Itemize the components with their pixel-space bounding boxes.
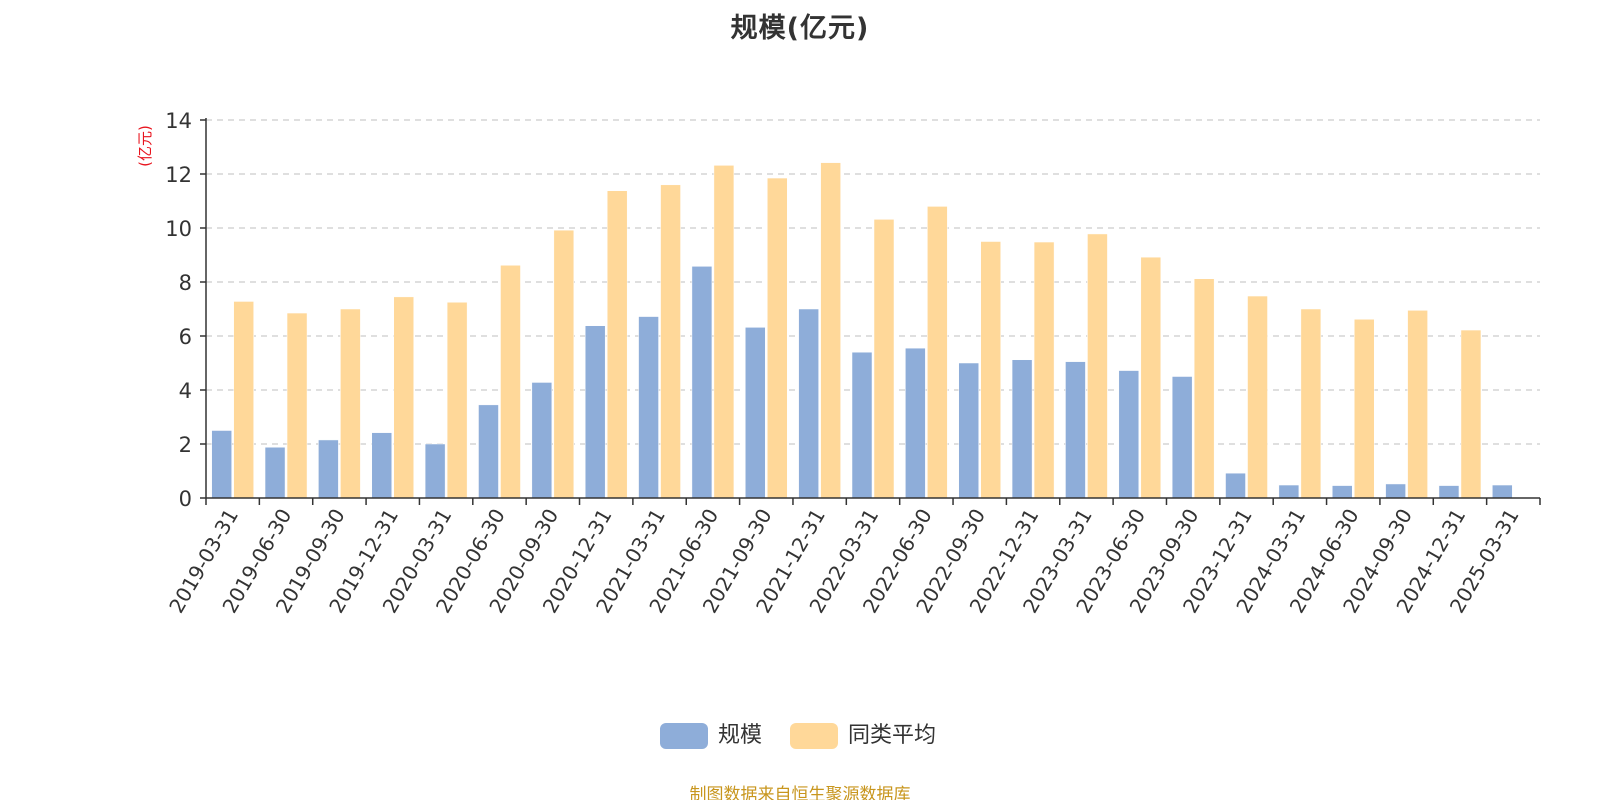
legend-label-peer-average: 同类平均 (848, 723, 937, 748)
y-tick-label: 2 (179, 433, 192, 457)
bar-peer-average (1247, 295, 1268, 499)
bar-peer-average (660, 184, 681, 499)
bar-peer-average (340, 308, 361, 499)
y-tick-label: 6 (179, 325, 192, 349)
bar-scale (318, 439, 339, 499)
legend-swatch-scale (660, 723, 708, 749)
bar-scale (851, 351, 873, 499)
bar-scale (691, 266, 713, 499)
bar-peer-average (1140, 256, 1162, 499)
legend: 规模 同类平均 (0, 722, 1600, 750)
bar-peer-average (927, 206, 948, 499)
y-tick-label: 0 (179, 487, 192, 511)
bar-peer-average (286, 312, 308, 499)
bar-scale (1011, 359, 1033, 499)
bar-scale (1438, 485, 1460, 499)
bar-peer-average (446, 302, 468, 499)
y-tick-label: 14 (165, 109, 192, 133)
bar-peer-average (1087, 233, 1108, 499)
bar-peer-average (1460, 329, 1482, 499)
bar-scale (1118, 370, 1140, 499)
bar-scale (1065, 361, 1086, 499)
bar-scale (211, 430, 232, 499)
bar-peer-average (713, 165, 735, 499)
bar-scale (531, 382, 553, 499)
y-tick-label: 4 (179, 379, 192, 403)
bar-peer-average (820, 162, 841, 499)
bar-peer-average (980, 241, 1001, 499)
bar-peer-average (1353, 319, 1375, 499)
legend-label-scale: 规模 (718, 723, 763, 748)
bar-scale (905, 347, 926, 499)
bar-scale (1171, 376, 1193, 499)
bar-scale (638, 316, 659, 499)
bar-scale (1225, 472, 1246, 499)
bar-peer-average (1407, 310, 1428, 499)
bar-peer-average (553, 229, 575, 499)
bar-scale (264, 446, 286, 499)
bar-scale (958, 362, 979, 499)
bar-scale (798, 308, 819, 499)
bar-scale (745, 327, 766, 499)
bar-peer-average (1033, 241, 1055, 499)
bar-peer-average (606, 190, 628, 499)
bar-scale (1331, 485, 1353, 499)
bar-scale (1385, 483, 1406, 499)
y-tick-label: 8 (179, 271, 192, 295)
y-tick-label: 10 (165, 217, 192, 241)
bar-scale (424, 443, 446, 499)
source-note: 制图数据来自恒生聚源数据库 (689, 785, 911, 800)
bar-scale (584, 325, 606, 499)
bar-peer-average (393, 296, 415, 499)
bar-scale (478, 404, 499, 499)
y-axis-label: (亿元) (136, 125, 154, 167)
y-tick-label: 12 (165, 163, 192, 187)
chart-title: 规模(亿元) (730, 13, 870, 44)
bar-peer-average (873, 219, 895, 499)
bar-peer-average (767, 177, 788, 499)
bar-scale (371, 432, 393, 499)
bar-scale (1492, 484, 1513, 499)
bar-peer-average (1300, 308, 1322, 499)
bar-peer-average (1193, 278, 1215, 499)
bar-scale (1278, 484, 1300, 499)
bar-peer-average (500, 265, 521, 499)
legend-swatch-peer-average (790, 723, 838, 749)
bar-peer-average (233, 301, 254, 499)
